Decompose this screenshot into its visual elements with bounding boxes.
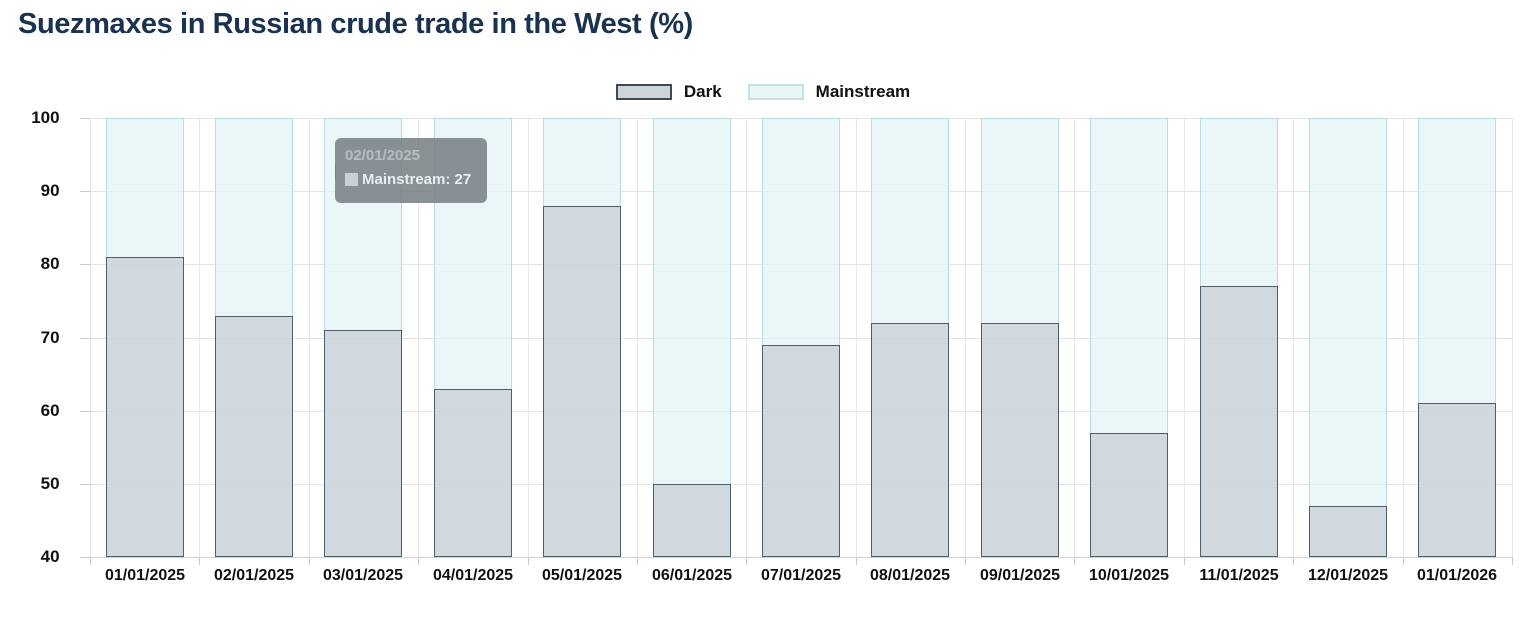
- dark-bar-segment[interactable]: [653, 484, 731, 557]
- vertical-gridline: [199, 118, 200, 557]
- vertical-gridline: [418, 118, 419, 557]
- tooltip-series-swatch-icon: [345, 173, 358, 186]
- x-axis-tick: [418, 557, 419, 565]
- y-axis-tick: [80, 338, 90, 339]
- vertical-gridline: [637, 118, 638, 557]
- dark-bar-segment[interactable]: [215, 316, 293, 557]
- tooltip: 02/01/2025 Mainstream: 27: [335, 138, 487, 203]
- dark-bar-segment[interactable]: [981, 323, 1059, 557]
- horizontal-gridline: [90, 557, 1512, 558]
- mainstream-bar-segment[interactable]: [543, 118, 621, 206]
- x-axis-label: 02/01/2025: [213, 567, 295, 584]
- x-axis-label: 08/01/2025: [869, 567, 951, 584]
- x-axis-label: 01/01/2025: [104, 567, 186, 584]
- y-axis-label: 80: [40, 254, 60, 273]
- vertical-gridline: [1074, 118, 1075, 557]
- vertical-gridline: [90, 118, 91, 557]
- legend-item-dark[interactable]: Dark: [615, 82, 722, 102]
- tooltip-arrow-icon: [335, 163, 336, 179]
- legend-label-dark: Dark: [683, 82, 722, 101]
- y-axis-label: 50: [40, 474, 60, 493]
- dark-bar-segment[interactable]: [1309, 506, 1387, 557]
- dark-bar-segment[interactable]: [1200, 286, 1278, 557]
- y-axis-tick: [80, 264, 90, 265]
- y-axis-label: 90: [40, 181, 60, 200]
- x-axis-tick: [856, 557, 857, 565]
- x-axis-label: 10/01/2025: [1088, 567, 1170, 584]
- vertical-gridline: [856, 118, 857, 557]
- y-axis-label: 100: [31, 108, 60, 127]
- mainstream-bar-segment[interactable]: [762, 118, 840, 345]
- x-axis-tick: [1512, 557, 1513, 565]
- x-axis-tick: [637, 557, 638, 565]
- dark-bar-segment[interactable]: [871, 323, 949, 557]
- y-axis-label: 40: [40, 547, 60, 566]
- x-axis-label: 12/01/2025: [1307, 567, 1389, 584]
- x-axis-tick: [965, 557, 966, 565]
- tooltip-series-value: Mainstream: 27: [345, 171, 477, 188]
- vertical-gridline: [1184, 118, 1185, 557]
- mainstream-bar-segment[interactable]: [106, 118, 184, 257]
- dark-bar-segment[interactable]: [1090, 433, 1168, 557]
- vertical-gridline: [1293, 118, 1294, 557]
- legend: Dark Mainstream: [0, 82, 1526, 102]
- y-axis-tick: [80, 484, 90, 485]
- x-axis-tick: [90, 557, 91, 565]
- legend-label-mainstream: Mainstream: [815, 82, 911, 101]
- x-axis-tick: [1293, 557, 1294, 565]
- vertical-gridline: [1512, 118, 1513, 557]
- vertical-gridline: [528, 118, 529, 557]
- x-axis-label: 04/01/2025: [432, 567, 514, 584]
- x-axis-label: 09/01/2025: [979, 567, 1061, 584]
- dark-bar-segment[interactable]: [324, 330, 402, 557]
- tooltip-date: 02/01/2025: [345, 147, 421, 164]
- chart-title: Suezmaxes in Russian crude trade in the …: [18, 8, 693, 40]
- x-axis-tick: [199, 557, 200, 565]
- x-axis-label: 11/01/2025: [1199, 567, 1279, 584]
- x-axis-tick: [309, 557, 310, 565]
- x-axis-label: 07/01/2025: [760, 567, 842, 584]
- x-axis-tick: [746, 557, 747, 565]
- mainstream-bar-segment[interactable]: [1418, 118, 1496, 403]
- dark-bar-segment[interactable]: [543, 206, 621, 557]
- y-axis-label: 70: [40, 328, 60, 347]
- mainstream-bar-segment[interactable]: [1090, 118, 1168, 433]
- mainstream-series-swatch: [747, 84, 804, 100]
- y-axis-tick: [80, 191, 90, 192]
- legend-item-mainstream[interactable]: Mainstream: [747, 82, 911, 102]
- mainstream-bar-segment[interactable]: [1309, 118, 1387, 506]
- mainstream-bar-segment[interactable]: [215, 118, 293, 316]
- y-axis-tick: [80, 557, 90, 558]
- x-axis-tick: [1403, 557, 1404, 565]
- plot-area: 40 50 60 70 80 90 100 01/01/2025 02/01/2025 03/01…: [31, 108, 1513, 584]
- x-axis-label: 01/01/2026: [1416, 567, 1498, 584]
- y-axis-tick: [80, 411, 90, 412]
- dark-series-swatch: [615, 84, 672, 100]
- mainstream-bar-segment[interactable]: [653, 118, 731, 484]
- x-axis-label: 03/01/2025: [322, 567, 404, 584]
- mainstream-bar-segment[interactable]: [1200, 118, 1278, 286]
- vertical-gridline: [309, 118, 310, 557]
- vertical-gridline: [965, 118, 966, 557]
- x-axis-tick: [1184, 557, 1185, 565]
- tooltip-series-text: Mainstream: 27: [362, 171, 472, 188]
- mainstream-bar-segment[interactable]: [981, 118, 1059, 323]
- x-axis-label: 06/01/2025: [651, 567, 733, 584]
- vertical-gridline: [1403, 118, 1404, 557]
- x-axis-tick: [1074, 557, 1075, 565]
- mainstream-bar-segment[interactable]: [871, 118, 949, 323]
- y-axis-label: 60: [40, 401, 60, 420]
- x-axis-tick: [528, 557, 529, 565]
- x-axis-label: 05/01/2025: [541, 567, 623, 584]
- dark-bar-segment[interactable]: [106, 257, 184, 557]
- vertical-gridline: [746, 118, 747, 557]
- y-axis-tick: [80, 118, 90, 119]
- dark-bar-segment[interactable]: [1418, 403, 1496, 557]
- dark-bar-segment[interactable]: [762, 345, 840, 557]
- dark-bar-segment[interactable]: [434, 389, 512, 557]
